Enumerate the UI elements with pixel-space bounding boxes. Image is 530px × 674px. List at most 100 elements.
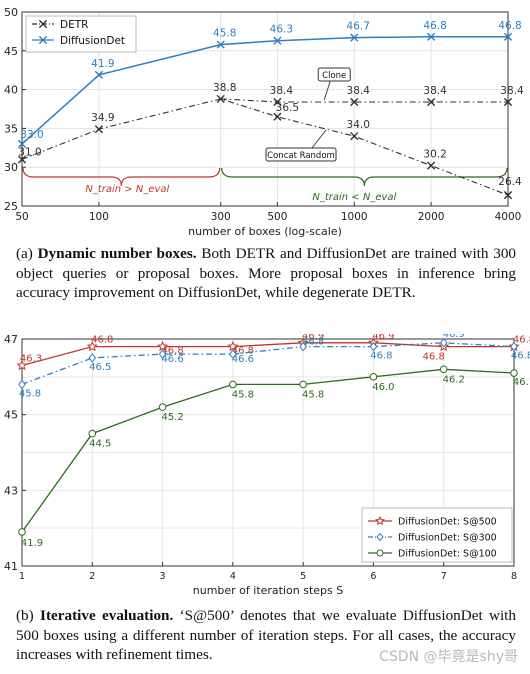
data-label-detr: 34.9 <box>91 112 114 124</box>
y-tick-label: 45 <box>4 409 18 422</box>
series-s100-point <box>299 380 307 389</box>
series-s100-data-label: 46.2 <box>443 374 465 385</box>
caption-b: (b) Iterative evaluation. ‘S@500’ denote… <box>16 606 516 665</box>
data-label-diffusiondet: 46.7 <box>347 21 370 33</box>
concat-random-callout-box <box>265 147 337 162</box>
x-tick-label: 8 <box>511 571 517 582</box>
series-s100-data-label: 45.8 <box>232 389 254 400</box>
series-s100-point <box>229 380 237 389</box>
x-tick-label: 1 <box>19 571 25 582</box>
series-s100-data-label: 45.2 <box>161 412 183 423</box>
legend-label: DiffusionDet <box>60 35 125 47</box>
data-point-detr <box>503 191 513 200</box>
data-label-detr-clone: 38.4 <box>500 85 524 97</box>
series-s300-data-label: 45.8 <box>19 388 41 399</box>
data-point-diffusiondet <box>273 36 282 45</box>
data-label-detr-clone: 38.4 <box>270 85 294 97</box>
data-point-detr <box>273 112 282 121</box>
x-tick-label: 5 <box>300 571 306 582</box>
series-s500-data-label: 46.3 <box>20 353 42 364</box>
y-tick-label: 50 <box>4 6 18 19</box>
series-s100-data-label: 46.0 <box>372 382 394 393</box>
series-s500-point <box>16 359 28 371</box>
y-tick-label: 35 <box>4 122 18 135</box>
chart-a-dynamic-boxes: 25 30 35 40 45 50 50 100 300 500 1000 2000 4000 numbe… <box>4 6 524 238</box>
concat-random-callout-label: Concat Random <box>267 151 335 161</box>
data-label-diffusiondet: 41.9 <box>91 58 114 70</box>
plot-frame <box>21 11 509 207</box>
series-s300-point <box>439 337 448 348</box>
data-label-diffusiondet: 46.8 <box>498 20 521 32</box>
data-point-detr <box>427 161 436 170</box>
data-label-diffusiondet: 46.8 <box>423 20 446 32</box>
watermark: CSDN @毕竟是shy哥 <box>379 649 518 665</box>
y-tick-label: 25 <box>4 200 18 213</box>
data-point-detr-clone <box>350 97 359 107</box>
x-tick-label: 7 <box>441 571 447 582</box>
data-point-detr-clone <box>273 97 282 107</box>
series-s500-point <box>157 340 169 352</box>
series-s500-data-label: 46.9 <box>372 334 394 342</box>
legend-marker <box>38 19 48 29</box>
data-point-detr <box>94 125 103 134</box>
caption-b-text: ‘S@500’ denotes that we evaluate Diffusi… <box>16 607 516 663</box>
x-tick-label: 4 <box>230 571 236 582</box>
data-point-diffusiondet <box>350 33 359 42</box>
series-s300-data-label: 46.9 <box>443 334 465 340</box>
data-point-detr-clone <box>427 97 436 107</box>
data-point-detr-clone <box>503 97 513 107</box>
x-tick-label: 500 <box>267 211 287 223</box>
concat-random-callout-pointer <box>311 129 327 149</box>
data-label-detr: 34.0 <box>347 119 370 131</box>
series-s100-data-label: 44.5 <box>89 439 111 450</box>
brace-right-label: N_train < N_eval <box>312 192 396 203</box>
series-s100-line <box>21 368 515 533</box>
series-line-detr-clone <box>220 98 508 103</box>
series-s500-point <box>227 340 239 352</box>
data-label-detr-clone: 38.4 <box>423 85 447 97</box>
x-tick-label: 2000 <box>418 211 445 223</box>
series-s500-data-label: 46.8 <box>423 352 445 363</box>
data-label-detr-clone: 38.4 <box>347 85 371 97</box>
caption-a-bold: Dynamic number boxes. <box>37 245 197 262</box>
plot-frame <box>21 338 515 567</box>
data-label-detr: 31.0 <box>18 146 41 158</box>
data-label-detr: 36.5 <box>276 102 299 114</box>
y-tick-label: 43 <box>4 484 18 497</box>
data-label-diffusiondet: 33.0 <box>20 129 43 141</box>
caption-a-label: (a) <box>16 245 33 262</box>
y-tick-label: 47 <box>4 334 18 346</box>
clone-callout-label: Clone <box>322 71 346 81</box>
series-s100-point <box>18 528 26 536</box>
series-s500-data-label: 46.8 <box>91 335 113 346</box>
legend-marker <box>374 515 386 526</box>
series-s100-point <box>439 365 448 374</box>
data-label-detr: 30.2 <box>423 149 446 161</box>
series-s300-point <box>88 353 97 363</box>
series-s300-point <box>299 341 307 352</box>
clone-callout-box <box>317 67 351 82</box>
series-s300-point <box>158 349 167 359</box>
series-s100-point <box>158 403 167 411</box>
data-point-diffusiondet <box>94 70 103 79</box>
y-tick-label: 45 <box>4 45 18 58</box>
y-tick-label: 30 <box>4 161 18 174</box>
caption-a-text: Both DETR and DiffusionDet are trained w… <box>16 245 517 301</box>
brace-right <box>221 167 508 187</box>
x-tick-label: 3 <box>160 571 166 582</box>
brace-left <box>22 167 221 187</box>
series-s300-point <box>18 379 26 390</box>
data-label-detr: 26.4 <box>498 176 522 188</box>
series-s300-data-label: 46.8 <box>302 337 324 348</box>
series-s100-data-label: 41.9 <box>21 538 43 549</box>
legend-marker <box>376 549 384 557</box>
series-s300-data-label: 46.6 <box>161 354 183 365</box>
data-point-diffusiondet <box>503 32 513 41</box>
y-tick-label: 41 <box>4 560 18 573</box>
data-point-diffusiondet <box>216 40 225 49</box>
data-point-diffusiondet <box>17 139 27 149</box>
series-s500-point <box>86 340 98 352</box>
series-s500-line <box>21 342 514 367</box>
legend-marker <box>376 532 384 542</box>
